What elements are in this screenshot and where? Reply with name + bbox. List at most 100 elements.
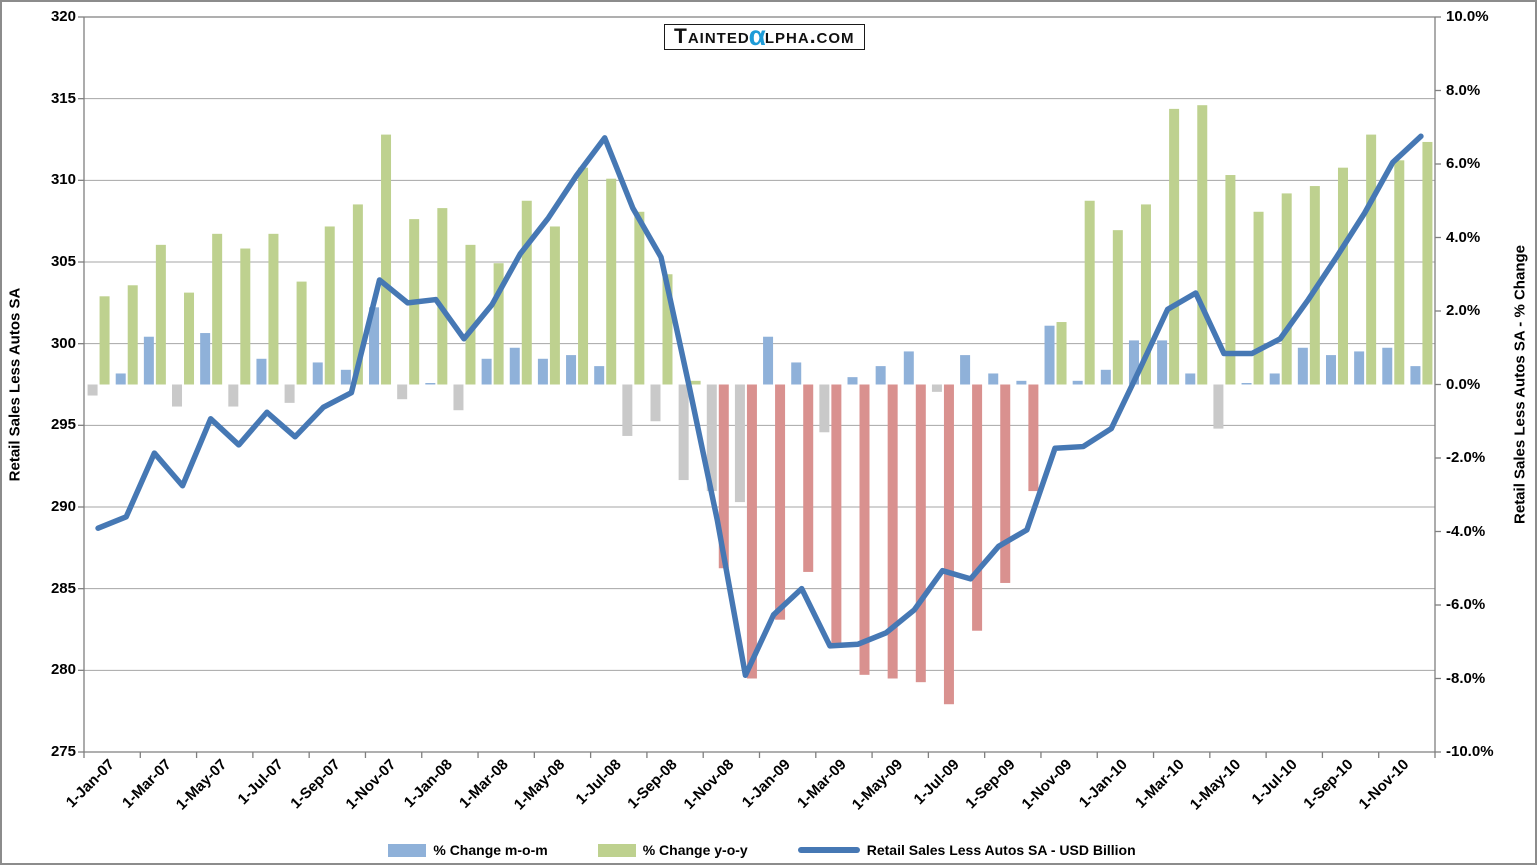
mom-bar-May-09 <box>875 366 886 385</box>
right-axis-label--2.0%: -2.0% <box>1446 449 1486 466</box>
yoy-bar-Apr-09 <box>859 384 870 675</box>
yoy-bar-Feb-10 <box>1140 204 1151 385</box>
yoy-bar-Jan-10 <box>1112 230 1123 385</box>
mom-bar-Nov-09 <box>1044 325 1055 385</box>
yoy-bar-Sep-08 <box>662 274 673 385</box>
mom-bar-Sep-10 <box>1325 355 1336 385</box>
mom-bar-Dec-10 <box>1410 366 1421 385</box>
mom-bar-Jul-07 <box>256 358 267 385</box>
yoy-bar-Jul-08 <box>606 178 617 385</box>
yoy-bar-May-07 <box>212 233 223 385</box>
legend-mom-label: % Change m-o-m <box>433 842 548 858</box>
mom-bar-Aug-10 <box>1297 347 1308 385</box>
yoy-bar-May-10 <box>1225 175 1236 385</box>
right-axis-label--4.0%: -4.0% <box>1446 522 1486 540</box>
mom-bar-Feb-07 <box>115 373 126 385</box>
mom-bar-Sep-07 <box>312 362 323 385</box>
right-axis-label--8.0%: -8.0% <box>1446 669 1486 687</box>
mom-bar-Apr-07 <box>172 384 183 407</box>
yoy-bar-Jan-09 <box>775 384 786 620</box>
yoy-bar-Dec-10 <box>1422 141 1433 385</box>
yoy-bar-Jul-10 <box>1281 193 1292 385</box>
right-axis-label-6.0%: 6.0% <box>1446 155 1481 172</box>
mom-bar-Aug-09 <box>960 355 971 385</box>
left-axis-label-305: 305 <box>50 253 76 270</box>
mom-bar-Oct-10 <box>1354 351 1365 385</box>
logo-text-part1: Tainted <box>674 25 750 48</box>
yoy-bar-May-08 <box>549 226 560 385</box>
retail-sales-line <box>95 133 1424 678</box>
line-swatch-icon <box>797 847 860 853</box>
yoy-bar-Mar-07 <box>155 244 166 385</box>
yoy-bar-Nov-09 <box>1056 322 1067 385</box>
yoy-bar-May-09 <box>887 384 898 679</box>
yoy-bar-Nov-08 <box>718 384 729 569</box>
yoy-bar-Sep-10 <box>1337 167 1348 385</box>
left-axis-label-295: 295 <box>50 416 76 434</box>
chart-legend: % Change m-o-m % Change y-o-y Retail Sal… <box>2 837 1522 863</box>
legend-yoy-label: % Change y-o-y <box>642 842 748 858</box>
yoy-bar-Jul-09 <box>943 384 954 705</box>
mom-bar-Mar-10 <box>1157 340 1168 385</box>
left-axis-label-290: 290 <box>50 498 76 515</box>
right-axis-label-0.0%: 0.0% <box>1446 375 1481 393</box>
mom-bar-Mar-09 <box>819 384 830 433</box>
mom-bar-Dec-07 <box>397 384 408 400</box>
right-axis-title: Retail Sales Less Autos SA - % Change <box>1511 245 1529 524</box>
yoy-bar-Feb-09 <box>803 384 814 572</box>
mom-bar-Aug-08 <box>622 384 633 436</box>
mom-bar-Jun-10 <box>1241 383 1252 385</box>
mom-bar-Jun-07 <box>228 384 239 407</box>
legend-item-mom: % Change m-o-m <box>388 842 548 858</box>
yoy-bar-Apr-08 <box>521 200 532 385</box>
yoy-bar-Mar-09 <box>831 384 842 646</box>
mom-bar-Sep-09 <box>988 373 999 385</box>
yoy-bar-Dec-09 <box>1084 200 1095 385</box>
mom-bar-Jul-09 <box>931 384 942 392</box>
mom-bar-Mar-07 <box>143 336 154 385</box>
yoy-bar-Aug-09 <box>972 384 983 631</box>
yoy-bar-Oct-09 <box>1028 384 1039 492</box>
mom-bar-Feb-09 <box>791 362 802 385</box>
logo-text-part2: lpha.com <box>764 25 855 48</box>
mom-bar-Jan-07 <box>87 384 98 396</box>
yoy-bar-Sep-09 <box>1000 384 1011 583</box>
mom-bar-Jul-10 <box>1269 373 1280 385</box>
yoy-bar-Jul-07 <box>268 233 279 385</box>
yoy-bar-Feb-07 <box>127 285 138 385</box>
mom-bar-Oct-07 <box>340 369 351 385</box>
yoy-bar-Oct-08 <box>690 380 701 385</box>
mom-bar-Oct-09 <box>1016 380 1027 385</box>
mom-bar-Jun-09 <box>903 351 914 385</box>
left-axis-label-320: 320 <box>50 8 76 25</box>
yoy-bar-Oct-10 <box>1366 134 1377 385</box>
left-axis-label-315: 315 <box>50 89 76 107</box>
mom-bar-Nov-07 <box>369 307 380 385</box>
yoy-bar-Nov-10 <box>1394 160 1405 385</box>
tainted-alpha-logo: Tainted α lpha.com <box>664 20 865 51</box>
yoy-bar-Apr-07 <box>184 292 195 385</box>
yoy-bar-Nov-07 <box>381 134 392 385</box>
left-axis-title: Retail Sales Less Autos SA <box>6 287 24 482</box>
mom-bar-Jan-10 <box>1100 369 1111 385</box>
yoy-bar-Sep-07 <box>324 226 335 385</box>
yoy-bar-Jan-08 <box>437 208 448 385</box>
left-axis-label-300: 300 <box>50 334 76 352</box>
yoy-bar-Jun-08 <box>578 167 589 385</box>
left-axis-label-280: 280 <box>50 661 76 679</box>
mom-bar-Dec-08 <box>734 384 745 503</box>
mom-bar-Aug-07 <box>284 384 295 403</box>
mom-bar-Apr-09 <box>847 377 858 385</box>
yoy-bar-Dec-08 <box>746 384 757 679</box>
legend-item-line: Retail Sales Less Autos SA - USD Billion <box>797 842 1136 858</box>
yoy-bar-Feb-08 <box>465 244 476 385</box>
yoy-bar-Mar-08 <box>493 263 504 385</box>
right-axis-label-4.0%: 4.0% <box>1446 228 1481 246</box>
yoy-bar-Aug-07 <box>296 281 307 385</box>
mom-swatch-icon <box>388 843 427 857</box>
mom-bar-Mar-08 <box>481 358 492 385</box>
right-axis-label-2.0%: 2.0% <box>1446 302 1481 319</box>
legend-line-label: Retail Sales Less Autos SA - USD Billion <box>866 842 1136 858</box>
logo-alpha-glyph: α <box>748 20 766 51</box>
mom-bar-Jul-08 <box>594 366 605 385</box>
